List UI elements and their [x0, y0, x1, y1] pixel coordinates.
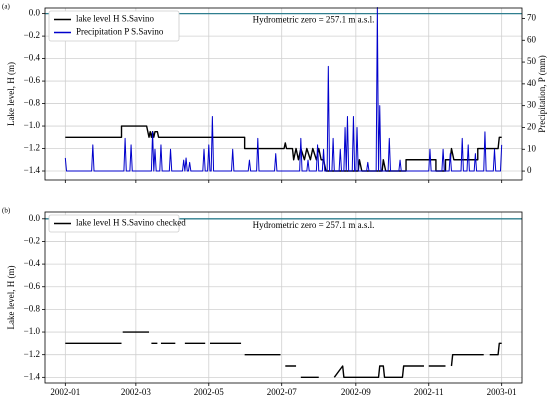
x-tick-label: 2002-07: [267, 387, 297, 397]
y-tick-label: −0.2: [24, 236, 40, 246]
y-tick-label: −1.2: [24, 143, 40, 153]
y2-tick-label: 30: [527, 100, 537, 110]
y-tick-label: −0.6: [24, 281, 41, 291]
legend-box: [48, 10, 180, 42]
x-tick-label: 2002-09: [341, 387, 371, 397]
y2-tick-label: 50: [527, 56, 537, 66]
y-tick-label: −1.4: [24, 371, 41, 381]
panel: (b) 2002-01 2002-03 2002-05 2002-07 2002-09 20…: [2, 207, 523, 397]
legend-label: lake level H S.Savino checked: [76, 218, 186, 228]
x-tick-label: 2003-01: [487, 387, 517, 397]
y2-tick-label: 20: [527, 122, 537, 132]
y-tick-label: −0.4: [24, 53, 41, 63]
axes-frame: [44, 211, 523, 384]
y-tick-label: −1.0: [24, 326, 41, 336]
y-tick-label: 0.0: [29, 8, 41, 18]
y-axis-label: Lake level, H (m): [6, 266, 16, 330]
y2-tick-label: 70: [527, 13, 537, 23]
legend-label: Precipitation P S.Savino: [76, 27, 164, 37]
data-line: [64, 7, 503, 172]
y-tick-label: −0.4: [24, 258, 41, 268]
y-tick-label: −0.8: [24, 98, 41, 108]
y-tick-label: −0.8: [24, 303, 41, 313]
legend: lake level H S.Savino checked: [48, 214, 186, 233]
x-tick-label: 2002-01: [50, 387, 80, 397]
y-tick-label: −0.2: [24, 30, 40, 40]
data-line: [65, 331, 502, 379]
legend: lake level H S.Savino Precipitation P S.S…: [48, 10, 180, 42]
y2-tick-label: 10: [527, 143, 537, 153]
y-tick-label: −1.0: [24, 120, 41, 130]
y-tick-label: 0.0: [29, 213, 41, 223]
x-tick-label: 2002-11: [414, 387, 444, 397]
panel-label: (a): [2, 3, 10, 11]
y2-axis-label: Precipitation, P (mm): [537, 55, 547, 132]
y2-tick-label: 40: [527, 78, 537, 88]
panel-label: (b): [2, 207, 11, 215]
legend-box: [48, 214, 180, 233]
y2-tick-label: 60: [527, 34, 537, 44]
data-line: [65, 125, 502, 172]
y2-tick-label: 0: [527, 165, 532, 175]
y-tick-label: −0.6: [24, 75, 41, 85]
axes-frame: [44, 7, 523, 181]
y-axis-label: Lake level, H (m): [6, 62, 16, 126]
annotation: Hydrometric zero = 257.1 m a.s.l.: [253, 15, 375, 25]
x-tick-label: 2002-05: [194, 387, 224, 397]
y-tick-label: −1.4: [24, 165, 41, 175]
x-tick-label: 2002-03: [121, 387, 151, 397]
annotation: Hydrometric zero = 257.1 m a.s.l.: [253, 220, 375, 230]
y-tick-label: −1.2: [24, 349, 40, 359]
panel: (a) 0.0 −0.2 −0.4 −0.6 −0.8 −1.0 −1.2 −1.4 0 10 20 3…: [2, 3, 547, 183]
legend-label: lake level H S.Savino: [76, 14, 154, 24]
